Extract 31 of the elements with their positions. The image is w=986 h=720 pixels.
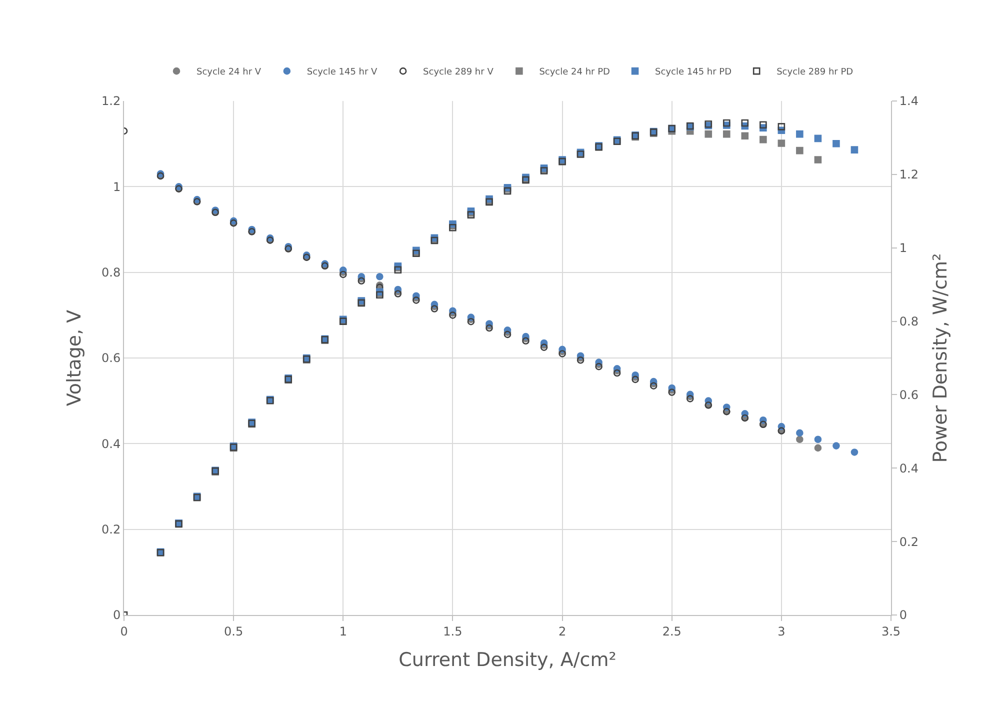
y-tick-label: 1.2 (102, 94, 121, 108)
x-tick-label: 2 (558, 624, 566, 638)
legend-label: Scycle 24 hr PD (539, 68, 610, 78)
legend-label: Scycle 289 hr V (423, 68, 494, 78)
y2-tick-label: 0.6 (899, 388, 918, 402)
legend-label: Scycle 145 hr V (306, 68, 378, 78)
legend-label: Scycle 145 hr PD (655, 68, 732, 78)
y-tick-label: 0.6 (102, 351, 121, 366)
x-axis-title: Current Density, A/cm² (398, 649, 616, 672)
x-tick-label: 0.5 (224, 624, 244, 638)
x-tick-label: 1.5 (443, 624, 462, 638)
y2-tick-label: 0.4 (899, 461, 918, 476)
y2-tick-label: 1 (899, 241, 908, 256)
x-tick-label: 3.5 (881, 624, 901, 638)
y-tick-label: 1 (112, 180, 121, 194)
y-tick-label: 0.8 (102, 266, 121, 280)
y2-tick-label: 1.4 (899, 94, 918, 108)
y-axis-title: Voltage, V (63, 310, 86, 406)
y-tick-label: 0.2 (102, 522, 121, 537)
legend-label: Scycle 24 hr V (196, 68, 262, 78)
y2-tick-label: 0 (899, 608, 908, 622)
x-tick-label: 1 (339, 624, 347, 638)
y2-tick-label: 0.8 (899, 314, 918, 328)
legend-label: Scycle 289 hr PD (776, 68, 854, 78)
x-tick-label: 3 (778, 624, 786, 638)
y-tick-label: 0.4 (102, 436, 121, 451)
x-tick-label: 2.5 (662, 624, 682, 638)
y-tick-label: 0 (112, 608, 121, 622)
y2-tick-label: 1.2 (899, 168, 918, 182)
y2-axis-title: Power Density, W/cm² (929, 253, 952, 463)
y2-tick-label: 0.2 (899, 534, 918, 549)
